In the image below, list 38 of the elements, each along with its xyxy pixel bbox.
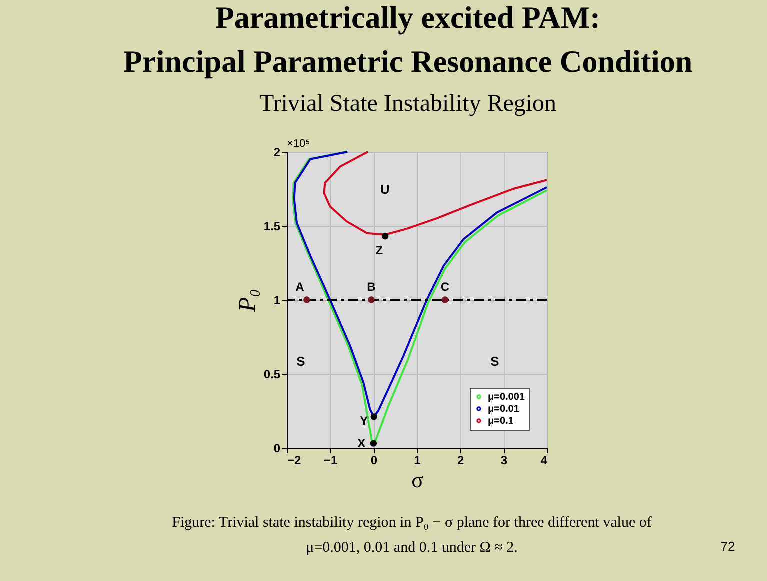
annotation: X bbox=[358, 436, 366, 451]
point bbox=[370, 414, 378, 420]
annotation: B bbox=[367, 280, 376, 294]
chart-title: Parametrically excited PAM: Principal Parametric Resonance Condition bbox=[123, 0, 693, 79]
x-tick-label: 1 bbox=[414, 454, 422, 468]
chart-subtitle: Trivial State Instability Region bbox=[259, 91, 557, 117]
y-tick-label: 0.5 bbox=[264, 368, 281, 382]
y-tick-label: 0 bbox=[274, 442, 281, 456]
annotation: C bbox=[440, 280, 450, 294]
text: μ=0.001, 0.01 and 0.1 under Ω ≈ 2. bbox=[306, 540, 518, 556]
x-tick-label: −2 bbox=[288, 454, 302, 468]
x-axis-title: σ bbox=[412, 468, 424, 492]
annotation: Y bbox=[360, 414, 368, 428]
x-tick-label: −1 bbox=[324, 454, 338, 468]
y-tick-label: 1 bbox=[274, 294, 281, 308]
legend-label: μ=0.001 bbox=[488, 392, 526, 403]
y-tick-label: 2 bbox=[274, 146, 281, 160]
point bbox=[442, 296, 449, 304]
point bbox=[368, 296, 375, 304]
x-tick-label: 2 bbox=[457, 454, 464, 468]
text: ×10⁵ bbox=[287, 138, 310, 150]
point bbox=[304, 296, 310, 304]
legend-label: μ=0.01 bbox=[488, 404, 520, 415]
point bbox=[382, 233, 389, 240]
y-axis-title: P₀ bbox=[234, 288, 261, 314]
point bbox=[370, 440, 378, 447]
annotation: S bbox=[490, 354, 500, 369]
x-tick-label: 0 bbox=[370, 454, 378, 468]
x-tick-label: 4 bbox=[540, 454, 548, 468]
x-tick-label: 3 bbox=[500, 454, 508, 468]
legend-label: μ=0.1 bbox=[488, 416, 514, 427]
annotation: S bbox=[296, 354, 306, 369]
annotation: Z bbox=[376, 243, 384, 258]
text: Figure: Trivial state instability region in P₀ − σ plane for three different value of bbox=[172, 515, 652, 531]
annotation: A bbox=[296, 280, 305, 294]
text: 72 bbox=[720, 539, 736, 554]
annotation: U bbox=[380, 182, 390, 197]
y-tick-label: 1.5 bbox=[264, 220, 281, 234]
